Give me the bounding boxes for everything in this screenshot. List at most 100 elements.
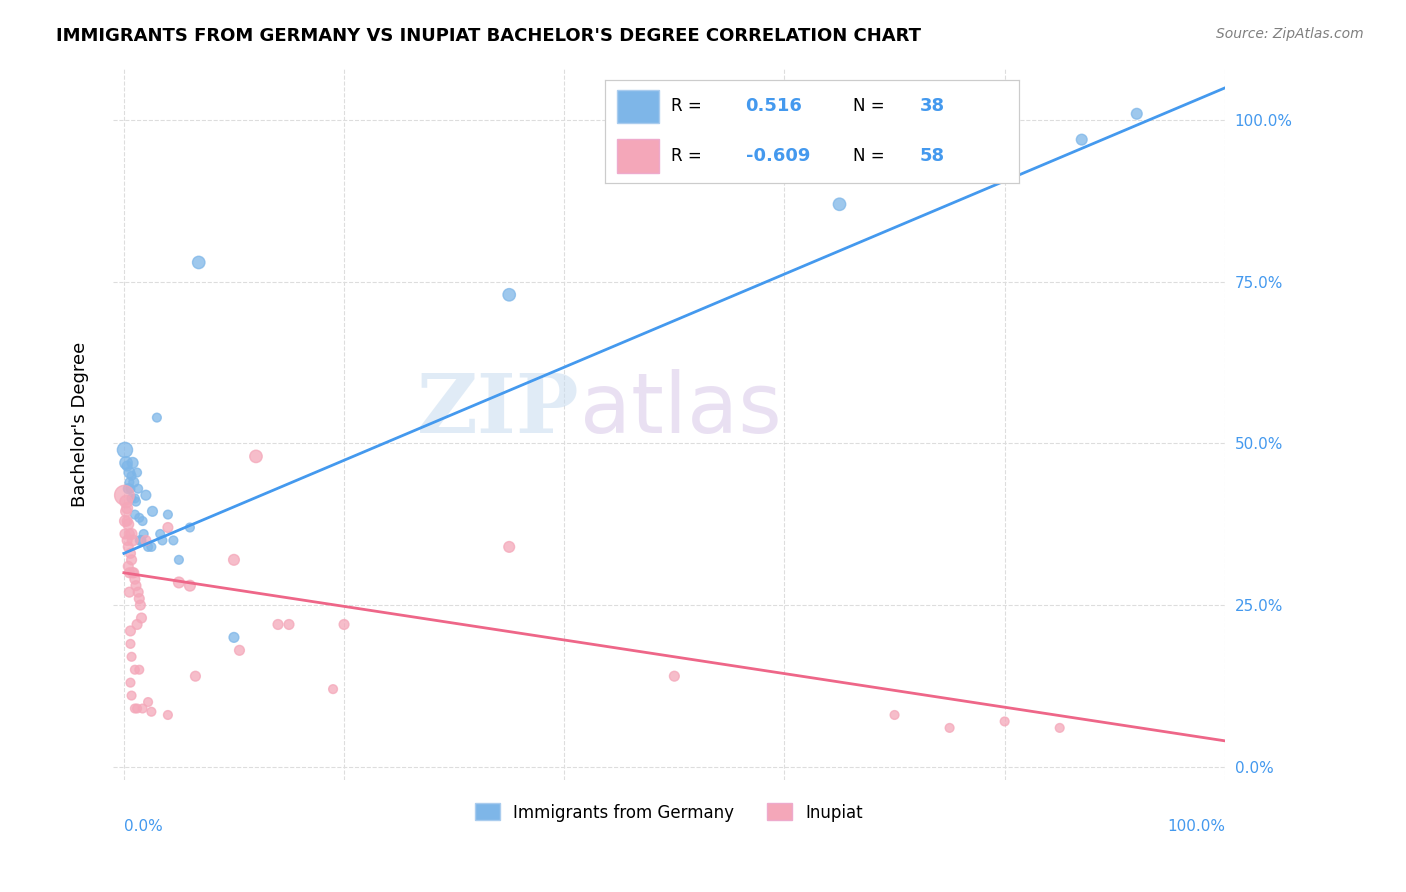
Point: [121, 468, 143, 483]
Point: [120, 482, 142, 496]
Point: [267, 617, 290, 632]
Point: [322, 682, 344, 697]
Point: [162, 533, 184, 548]
Point: [118, 527, 141, 541]
Point: [1126, 107, 1149, 121]
Text: 58: 58: [920, 146, 945, 165]
FancyBboxPatch shape: [617, 139, 658, 173]
Point: [278, 617, 301, 632]
Point: [128, 591, 150, 606]
Point: [498, 287, 520, 301]
Point: [131, 611, 153, 625]
Point: [131, 533, 153, 548]
Point: [156, 708, 179, 723]
Text: atlas: atlas: [579, 369, 782, 450]
Text: IMMIGRANTS FROM GERMANY VS INUPIAT BACHELOR'S DEGREE CORRELATION CHART: IMMIGRANTS FROM GERMANY VS INUPIAT BACHE…: [56, 27, 921, 45]
Point: [994, 714, 1017, 729]
Text: 0.0%: 0.0%: [124, 819, 163, 834]
Point: [149, 527, 172, 541]
Text: N =: N =: [853, 97, 884, 115]
Point: [131, 514, 153, 528]
Point: [184, 669, 207, 683]
Point: [117, 559, 139, 574]
Point: [121, 553, 143, 567]
Point: [1070, 133, 1092, 147]
Point: [115, 494, 138, 508]
Text: Source: ZipAtlas.com: Source: ZipAtlas.com: [1216, 27, 1364, 41]
Point: [179, 520, 201, 534]
Point: [245, 450, 267, 464]
Point: [125, 617, 148, 632]
Point: [114, 442, 136, 457]
Text: 0.516: 0.516: [745, 97, 803, 115]
Point: [141, 504, 163, 518]
Text: R =: R =: [671, 146, 702, 165]
Point: [118, 466, 141, 480]
Point: [125, 466, 148, 480]
Point: [117, 540, 139, 554]
Point: [131, 701, 153, 715]
Point: [228, 643, 250, 657]
Point: [125, 701, 148, 715]
Point: [124, 491, 146, 506]
Legend: Immigrants from Germany, Inupiat: Immigrants from Germany, Inupiat: [468, 797, 870, 828]
Point: [122, 566, 145, 580]
Point: [121, 456, 143, 470]
Point: [120, 546, 142, 560]
Point: [124, 663, 146, 677]
Point: [828, 197, 851, 211]
Y-axis label: Bachelor's Degree: Bachelor's Degree: [72, 342, 89, 507]
Point: [125, 494, 148, 508]
Point: [135, 488, 157, 502]
Point: [124, 701, 146, 715]
Point: [141, 540, 163, 554]
Point: [141, 705, 163, 719]
Point: [222, 553, 245, 567]
Point: [118, 585, 141, 599]
Point: [1049, 721, 1071, 735]
Point: [115, 533, 138, 548]
Point: [121, 533, 143, 548]
Text: -0.609: -0.609: [745, 146, 810, 165]
Point: [114, 527, 136, 541]
Point: [121, 649, 143, 664]
Text: 100.0%: 100.0%: [1167, 819, 1225, 834]
Point: [117, 517, 139, 532]
Point: [938, 721, 960, 735]
Point: [125, 579, 148, 593]
Point: [136, 695, 159, 709]
Point: [179, 579, 201, 593]
Point: [128, 663, 150, 677]
Point: [121, 527, 143, 541]
Text: ZIP: ZIP: [418, 370, 579, 450]
Point: [120, 675, 142, 690]
Point: [129, 533, 152, 548]
Point: [167, 575, 190, 590]
Point: [664, 669, 686, 683]
Point: [128, 511, 150, 525]
Point: [156, 508, 179, 522]
Point: [127, 585, 149, 599]
Point: [115, 459, 138, 474]
Point: [129, 598, 152, 612]
Point: [121, 689, 143, 703]
Point: [135, 533, 157, 548]
Point: [118, 566, 141, 580]
Point: [121, 566, 143, 580]
Point: [152, 533, 174, 548]
Point: [115, 456, 138, 470]
Text: 38: 38: [920, 97, 945, 115]
Point: [115, 501, 138, 516]
Point: [132, 527, 155, 541]
Point: [333, 617, 356, 632]
Point: [127, 482, 149, 496]
Point: [124, 572, 146, 586]
Point: [124, 508, 146, 522]
Point: [114, 514, 136, 528]
Point: [167, 553, 190, 567]
Point: [115, 504, 138, 518]
Point: [115, 514, 138, 528]
Point: [122, 475, 145, 490]
Point: [136, 540, 159, 554]
Point: [187, 255, 209, 269]
